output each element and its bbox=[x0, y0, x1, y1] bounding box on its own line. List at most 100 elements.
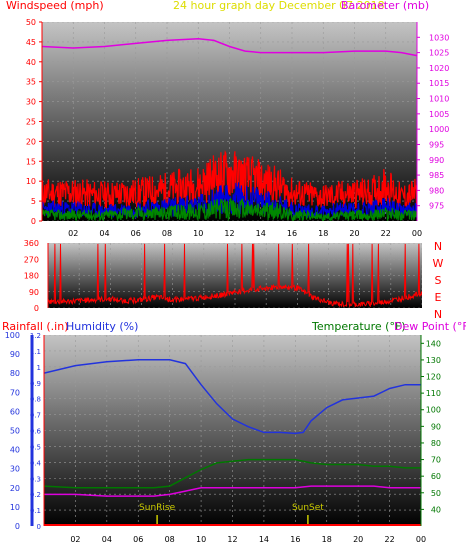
rainfall-tick-label: 0.9 bbox=[30, 380, 41, 388]
windspeed-label: Windspeed (mph) bbox=[6, 0, 104, 12]
humidity-tick-label: 10 bbox=[10, 503, 20, 512]
x-tick-label: 00 bbox=[416, 535, 426, 544]
temperature-tick-label: 100 bbox=[426, 406, 441, 415]
windspeed-tick-label: 30 bbox=[26, 98, 36, 107]
x-tick-label: 08 bbox=[165, 535, 175, 544]
left-axes: 0 10 20 30 40 50 60 70 80 90 100 0 0.1 0.2 0.3 0.4 0.5 0.… bbox=[5, 331, 45, 531]
series-lines bbox=[48, 243, 422, 308]
temperature-tick-label: 110 bbox=[426, 389, 441, 398]
x-tick-label: 06 bbox=[133, 535, 143, 544]
x-tick-label: 22 bbox=[381, 229, 391, 238]
x-tick-label: 10 bbox=[193, 229, 203, 238]
humidity-tick-label: 40 bbox=[10, 446, 20, 455]
direction-axis: 0 90 180 270 360 bbox=[24, 239, 49, 313]
x-tick-label: 18 bbox=[318, 229, 328, 238]
x-tick-label: 16 bbox=[287, 229, 297, 238]
temperature-line bbox=[44, 458, 421, 489]
x-tick-label: 14 bbox=[259, 535, 269, 544]
windspeed-tick-label: 0 bbox=[31, 217, 36, 226]
rainfall-tick-label: 0.6 bbox=[30, 428, 42, 436]
windspeed-line bbox=[42, 149, 417, 210]
rainfall-tick-label: 0.8 bbox=[30, 396, 41, 404]
barometer-tick-label: 995 bbox=[429, 140, 444, 149]
x-tick-label: 22 bbox=[384, 535, 394, 544]
average-wind-line bbox=[42, 197, 417, 221]
wind-gust-line bbox=[42, 182, 417, 220]
temperature-tick-label: 70 bbox=[431, 456, 441, 465]
barometer-tick-label: 975 bbox=[429, 202, 444, 211]
x-tick-label: 20 bbox=[349, 229, 359, 238]
barometer-tick-label: 1005 bbox=[429, 110, 449, 119]
barometer-tick-label: 1010 bbox=[429, 95, 449, 104]
rainfall-tick-label: 0 bbox=[37, 523, 41, 531]
humidity-tick-label: 20 bbox=[10, 484, 20, 493]
compass-label: E bbox=[435, 291, 442, 304]
x-tick-label: 04 bbox=[102, 535, 112, 544]
x-tick-label: 14 bbox=[256, 229, 266, 238]
direction-tick-label: 180 bbox=[24, 272, 39, 281]
direction-tick-label: 90 bbox=[29, 288, 39, 297]
compass-label: N bbox=[434, 308, 442, 321]
x-tick-label: 16 bbox=[290, 535, 300, 544]
windspeed-tick-label: 5 bbox=[31, 197, 36, 206]
barometer-tick-label: 1015 bbox=[429, 79, 449, 88]
humidity-temperature-panel: SunRise SunSet 010203040506070809010000.1… bbox=[2, 320, 466, 544]
compass-label: S bbox=[435, 274, 442, 287]
barometer-tick-label: 980 bbox=[429, 186, 444, 195]
humidity-tick-label: 80 bbox=[10, 369, 20, 378]
direction-tick-label: 0 bbox=[34, 304, 39, 313]
windspeed-tick-label: 45 bbox=[26, 38, 36, 47]
sunset-label: SunSet bbox=[292, 503, 324, 513]
direction-tick-label: 270 bbox=[24, 255, 39, 264]
temperature-label: Temperature (°F) bbox=[311, 320, 406, 333]
temperature-tick-label: 90 bbox=[431, 422, 441, 431]
compass-label: W bbox=[433, 257, 444, 270]
dewpoint-label: Dew Point (°F) bbox=[394, 320, 466, 333]
humidity-tick-label: 50 bbox=[10, 427, 20, 436]
temperature-axis: 40 50 60 70 80 90 100 110 120 130 140 bbox=[420, 335, 441, 526]
x-tick-label: 10 bbox=[196, 535, 206, 544]
humidity-tick-label: 70 bbox=[10, 388, 20, 397]
temperature-tick-label: 120 bbox=[426, 373, 441, 382]
direction-tick-label: 360 bbox=[24, 239, 39, 248]
windspeed-tick-label: 10 bbox=[26, 177, 36, 186]
windspeed-tick-label: 40 bbox=[26, 58, 36, 67]
x-tick-label: 06 bbox=[131, 229, 141, 238]
barometer-tick-label: 1000 bbox=[429, 125, 449, 134]
windspeed-tick-label: 25 bbox=[26, 118, 36, 127]
humidity-tick-label: 0 bbox=[15, 522, 20, 531]
barometer-tick-label: 1020 bbox=[429, 64, 449, 73]
gridlines bbox=[48, 243, 422, 308]
humidity-tick-label: 60 bbox=[10, 407, 20, 416]
x-tick-label: 08 bbox=[162, 229, 172, 238]
humidity-tick-label: 100 bbox=[5, 331, 20, 340]
rainfall-tick-label: 1.1 bbox=[30, 348, 41, 356]
rainfall-tick-label: 0.4 bbox=[30, 459, 42, 467]
humidity-tick-label: 90 bbox=[10, 350, 20, 359]
windspeed-tick-label: 35 bbox=[26, 78, 36, 87]
x-tick-label: 02 bbox=[70, 535, 80, 544]
rainfall-tick-label: 0.1 bbox=[30, 507, 41, 515]
temperature-tick-label: 130 bbox=[426, 356, 441, 365]
rainfall-label: Rainfall (.in) bbox=[2, 320, 69, 333]
humidity-line bbox=[44, 359, 421, 435]
dewpoint-line bbox=[44, 485, 421, 497]
windspeed-tick-label: 15 bbox=[26, 157, 36, 166]
x-tick-label: 04 bbox=[99, 229, 109, 238]
windspeed-tick-label: 20 bbox=[26, 137, 36, 146]
barometer-tick-label: 1030 bbox=[429, 33, 449, 42]
x-axis: 02 04 06 08 10 12 14 16 18 20 22 00 bbox=[70, 535, 426, 544]
x-tick-label: 20 bbox=[353, 535, 363, 544]
rainfall-tick-label: 1.2 bbox=[30, 332, 41, 340]
series-lines bbox=[42, 38, 417, 221]
rainfall-tick-label: 0.3 bbox=[30, 475, 41, 483]
x-tick-label: 00 bbox=[412, 229, 422, 238]
windspeed-axis: 0 5 10 15 20 25 30 35 40 45 50 bbox=[26, 18, 43, 226]
barometer-axis: 975 980 985 990 995 1000 1005 1010 1015 1020 1025 1… bbox=[416, 22, 449, 221]
rainfall-tick-label: 0.2 bbox=[30, 491, 41, 499]
temperature-tick-label: 60 bbox=[431, 472, 441, 481]
x-tick-label: 12 bbox=[224, 229, 234, 238]
